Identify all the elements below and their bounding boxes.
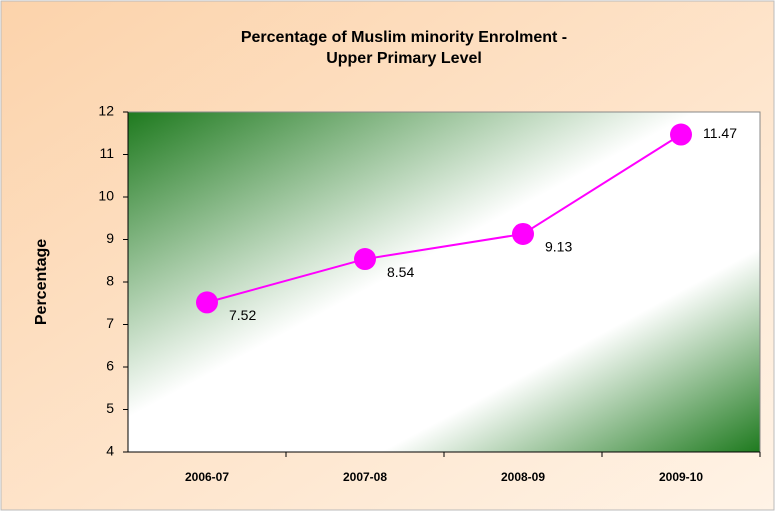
y-tick-label: 4 [106,443,114,459]
marker [670,123,692,146]
x-tick-label: 2009-10 [659,470,703,484]
data-label: 11.47 [703,125,737,141]
y-tick-label: 8 [106,273,114,289]
y-tick-label: 9 [106,230,114,246]
y-tick-label: 6 [106,358,114,374]
y-tick-label: 5 [106,400,114,416]
y-axis-label: Percentage [33,239,50,325]
chart-title: Upper Primary Level [326,50,482,67]
x-tick-label: 2008-09 [501,470,545,484]
y-tick-label: 7 [106,315,114,331]
y-tick-label: 10 [98,188,114,204]
data-label: 7.52 [229,307,256,323]
x-tick-label: 2006-07 [185,470,229,484]
chart-title: Percentage of Muslim minority Enrolment … [241,29,567,46]
data-label: 9.13 [545,239,572,255]
line [206,133,682,304]
marker [354,248,376,271]
x-tick-label: 2007-08 [343,470,387,484]
marker [512,222,534,245]
data-label: 8.54 [387,264,414,280]
y-tick-label: 11 [99,145,114,161]
marker [196,291,218,314]
y-tick-label: 12 [98,103,114,119]
plot-area [127,111,761,453]
